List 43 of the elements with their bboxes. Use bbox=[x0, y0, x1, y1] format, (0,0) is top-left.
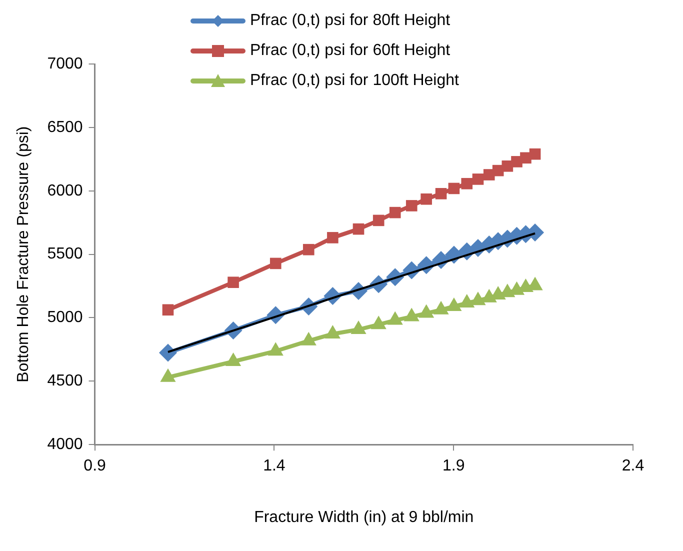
x-tick-label: 1.4 bbox=[263, 458, 286, 475]
point bbox=[472, 174, 484, 185]
point bbox=[327, 232, 338, 244]
point bbox=[418, 304, 434, 318]
y-tick-label: 6000 bbox=[47, 182, 83, 200]
y-axis-title: Bottom Hole Fracture Pressure (psi) bbox=[15, 126, 32, 382]
point bbox=[433, 300, 449, 314]
y-tick-label: 5000 bbox=[47, 309, 83, 326]
point bbox=[226, 352, 242, 366]
point bbox=[420, 193, 432, 205]
y-tick-label: 5500 bbox=[47, 246, 83, 263]
x-tick-label: 2.4 bbox=[622, 458, 644, 475]
point bbox=[406, 200, 418, 212]
point bbox=[387, 311, 403, 325]
y-tick-label: 6500 bbox=[47, 118, 83, 136]
point bbox=[302, 244, 314, 256]
point bbox=[352, 223, 364, 235]
x-axis-title: Fracture Width (in) at 9 bbl/min bbox=[254, 508, 474, 526]
point bbox=[160, 368, 176, 382]
legend-label: Pfrac (0,t) psi for 100ft Height bbox=[250, 72, 459, 90]
point bbox=[435, 188, 447, 200]
legend-label: Pfrac (0,t) psi for 80ft Height bbox=[250, 12, 450, 30]
legend-label: Pfrac (0,t) psi for 60ft Height bbox=[250, 42, 450, 60]
point bbox=[270, 258, 282, 270]
y-tick-label: 4000 bbox=[47, 436, 83, 454]
y-tick-label: 7000 bbox=[47, 55, 83, 72]
x-tick-label: 1.9 bbox=[442, 458, 465, 475]
point bbox=[300, 332, 316, 346]
point bbox=[324, 324, 340, 338]
point bbox=[389, 206, 401, 218]
x-tick-label: 0.9 bbox=[84, 458, 106, 475]
point bbox=[448, 182, 460, 194]
point bbox=[529, 148, 541, 160]
y-tick-label: 4500 bbox=[47, 372, 83, 390]
point bbox=[228, 276, 239, 288]
point bbox=[268, 342, 284, 356]
point bbox=[372, 214, 384, 226]
point bbox=[350, 320, 366, 334]
point bbox=[459, 294, 475, 308]
point bbox=[370, 316, 386, 330]
point bbox=[404, 308, 420, 322]
point bbox=[461, 178, 473, 190]
point bbox=[446, 297, 462, 311]
